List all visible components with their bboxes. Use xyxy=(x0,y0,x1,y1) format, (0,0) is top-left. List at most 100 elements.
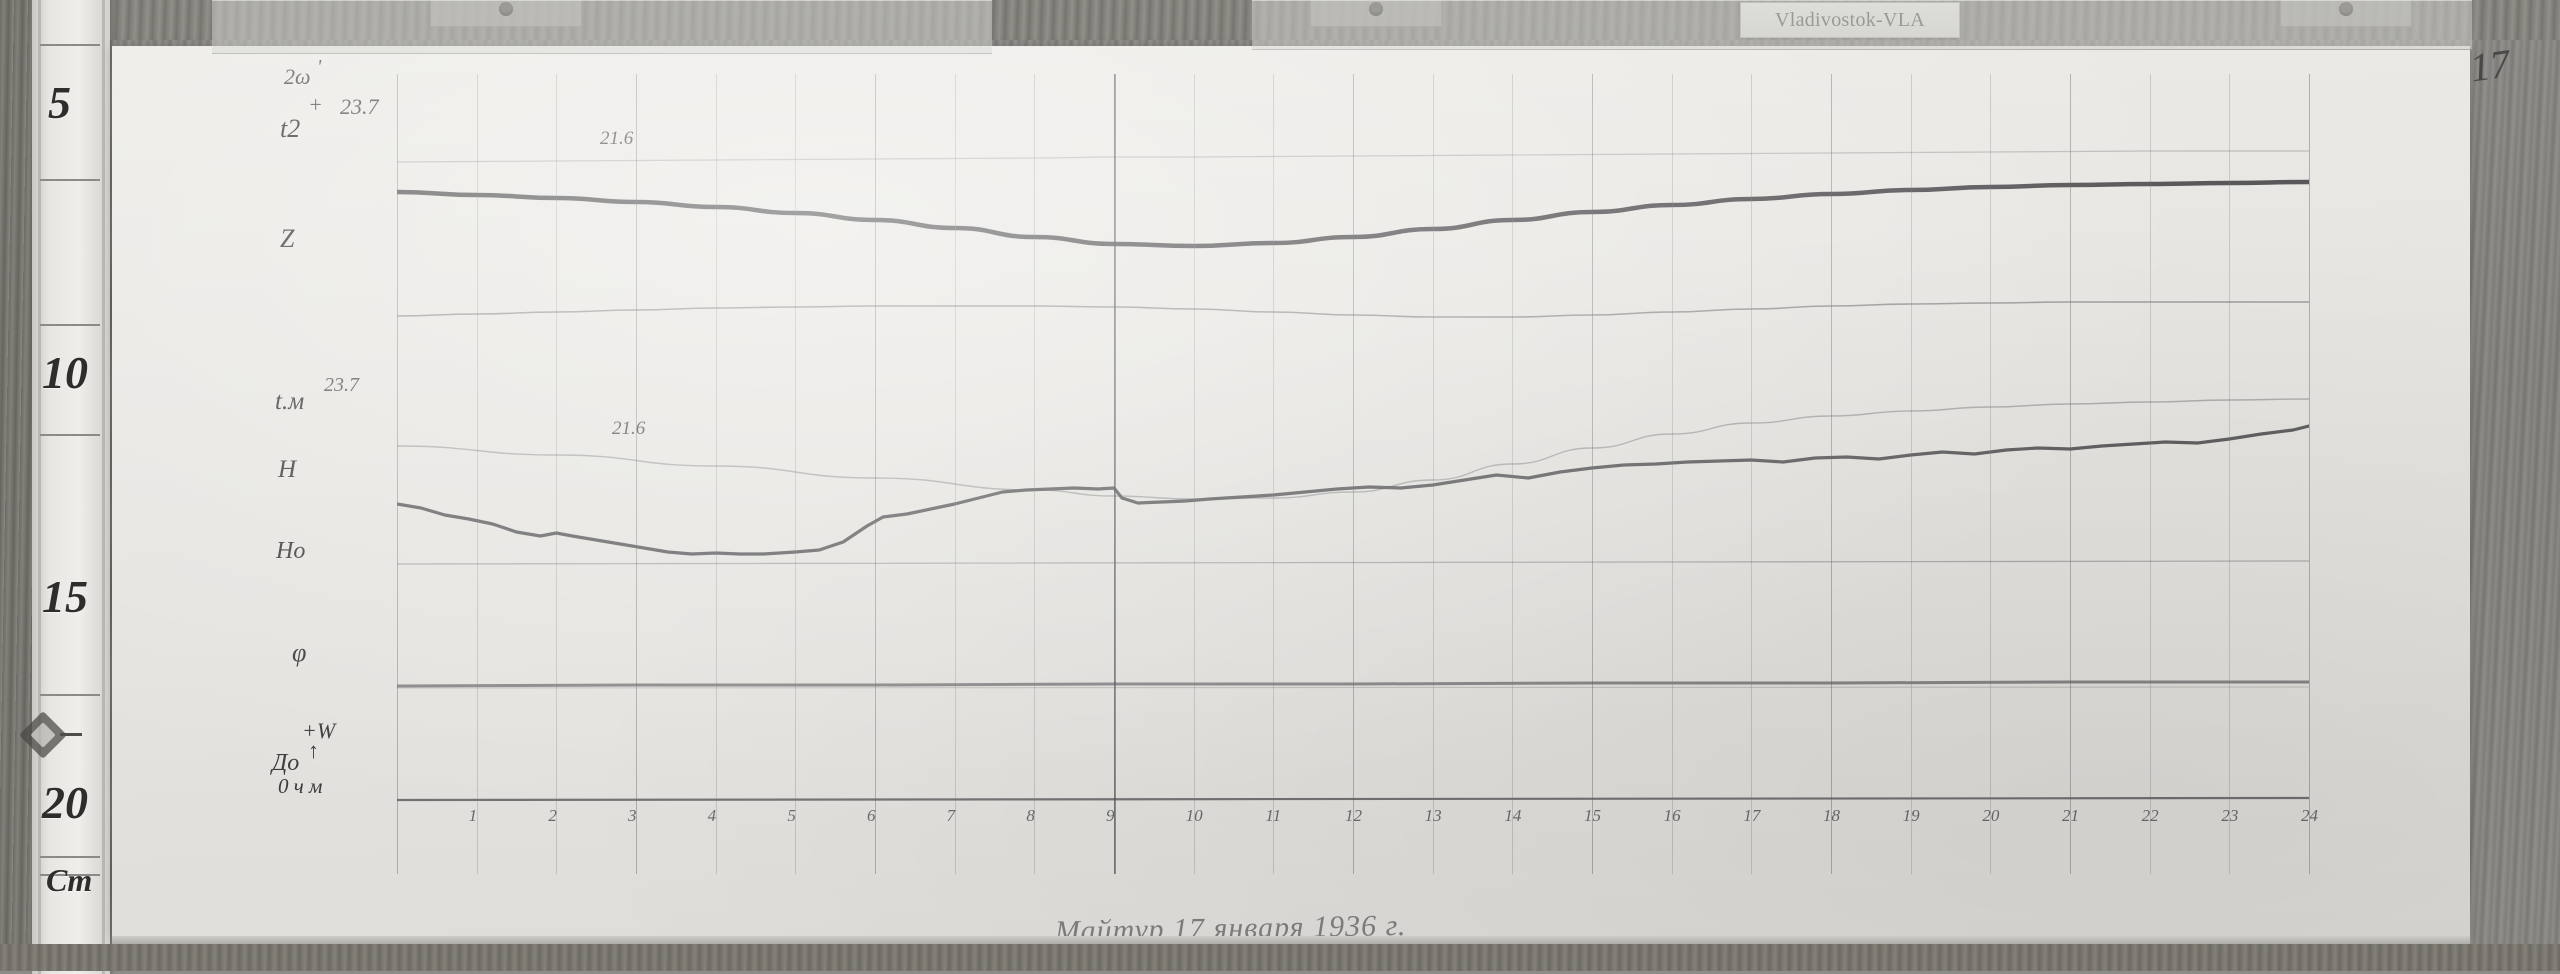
ruler-mark-5: 5 xyxy=(48,77,71,128)
trace-t2 xyxy=(397,182,2309,246)
gridline-vertical xyxy=(476,74,478,874)
x-tick-label: 2 xyxy=(548,806,557,825)
trace-label-phi: φ xyxy=(292,638,307,667)
x-tick-label: 11 xyxy=(1265,806,1282,825)
annotation-23-7-top: 23.7 xyxy=(340,94,379,119)
trace-label-t2: t2 xyxy=(280,114,301,143)
x-tick-label: 17 xyxy=(1743,806,1761,825)
x-tick-label: 5 xyxy=(787,806,796,825)
annotation-23-7-mid: 23.7 xyxy=(324,374,359,396)
chart-traces-svg xyxy=(397,74,2309,874)
ruler-mark-10: 10 xyxy=(42,347,88,398)
gridline-vertical xyxy=(636,74,637,874)
x-tick-label: 9 xyxy=(1106,806,1115,825)
trace-label-Ho: Ho xyxy=(276,538,306,564)
ruler-tick xyxy=(40,874,100,876)
x-tick-label: 7 xyxy=(946,806,956,825)
ruler-tick xyxy=(40,694,100,696)
gridline-vertical xyxy=(1990,74,1992,874)
gridline-vertical xyxy=(1512,74,1514,874)
gridline-vertical xyxy=(1910,74,1912,874)
gridline-vertical xyxy=(715,74,717,874)
gridline-vertical xyxy=(1034,74,1036,874)
adhesive-tape-strip xyxy=(1252,0,2472,50)
gridline-vertical xyxy=(1592,74,1593,874)
annotation-plus-top: + xyxy=(308,92,323,117)
x-tick-label: 19 xyxy=(1902,806,1920,825)
ruler-tick xyxy=(40,434,100,436)
chart-plot-area xyxy=(397,74,2310,874)
ruler-tick xyxy=(40,856,100,858)
gridline-vertical xyxy=(1751,74,1753,874)
gridline-vertical xyxy=(1831,74,1832,874)
trace-label-t-m: t.м xyxy=(275,388,305,415)
gridline-vertical xyxy=(954,74,956,874)
x-tick-label: 13 xyxy=(1424,806,1442,825)
ruler-mark-20: 20 xyxy=(42,777,88,828)
ruler-mark-15: 15 xyxy=(42,571,88,622)
annotation-tick-top: ' xyxy=(317,56,322,78)
gridline-vertical xyxy=(2229,74,2231,874)
gridline-vertical xyxy=(397,74,398,874)
gridline-vertical xyxy=(556,74,558,874)
gridline-vertical xyxy=(1671,74,1673,874)
x-tick-label: 12 xyxy=(1345,806,1362,825)
x-tick-label: 15 xyxy=(1584,806,1601,825)
adhesive-tape-strip xyxy=(212,0,992,54)
annotation-plus-W: +W xyxy=(302,718,336,743)
desk-surface-bottom xyxy=(0,944,2560,971)
x-tick-label: 14 xyxy=(1504,806,1522,825)
annotation-origin-time: 0 ч м xyxy=(278,774,323,798)
time-break-line xyxy=(1114,74,1116,874)
axis-up-arrow-icon: ↑ xyxy=(308,738,319,763)
trace-t.m xyxy=(397,399,2309,499)
x-tick-label: 16 xyxy=(1663,806,1681,825)
measuring-ruler: 5 10 15 20 Cm xyxy=(32,0,110,974)
x-tick-label: 20 xyxy=(1982,806,2000,825)
gridline-vertical xyxy=(2309,74,2310,874)
trace-Z xyxy=(397,302,2309,317)
x-tick-label: 10 xyxy=(1185,806,1203,825)
trace-axis-baseline xyxy=(397,798,2309,800)
gridline-vertical xyxy=(1193,74,1195,874)
x-tick-label: 24 xyxy=(2301,806,2318,825)
trace-label-Z: Z xyxy=(280,224,295,253)
trace-phi xyxy=(397,682,2309,686)
x-tick-label: 18 xyxy=(1823,806,1840,825)
sheet-bottom-edge xyxy=(112,936,2470,946)
desk-surface-left xyxy=(0,0,34,971)
gridline-vertical xyxy=(795,74,797,874)
trace-2w-upper xyxy=(397,151,2309,162)
annotation-21-6-mid: 21.6 xyxy=(612,418,646,439)
magnetogram-sheet: 2ω ' + 23.7 t2 21.6 Z t.м 23.7 21.6 H Ho… xyxy=(112,0,2472,936)
gridline-vertical xyxy=(2149,74,2151,874)
annotation-origin: До xyxy=(272,750,300,776)
ruler-edge-left xyxy=(38,0,41,974)
trace-Ho xyxy=(397,561,2309,564)
x-tick-label: 6 xyxy=(867,806,876,825)
ruler-tick xyxy=(40,179,100,181)
gridline-vertical xyxy=(875,74,876,874)
ruler-diamond-tick xyxy=(60,733,82,736)
trace-label-H: H xyxy=(278,456,297,483)
x-tick-label: 8 xyxy=(1026,806,1035,825)
x-tick-label: 22 xyxy=(2141,806,2159,825)
page-number: 17 xyxy=(2467,40,2513,91)
trace-H xyxy=(397,426,2309,554)
ruler-tick xyxy=(40,324,100,326)
x-tick-label: 21 xyxy=(2062,806,2079,825)
annotation-21-6-top: 21.6 xyxy=(600,128,634,149)
x-tick-label: 4 xyxy=(707,806,717,825)
annotation-2omega: 2ω xyxy=(284,64,311,89)
x-tick-label: 1 xyxy=(468,806,478,825)
trace-phi-baseline xyxy=(397,687,2309,688)
x-tick-label: 23 xyxy=(2221,806,2239,825)
ruler-unit-label: Cm xyxy=(46,862,93,898)
ruler-edge-right xyxy=(102,0,105,974)
gridline-vertical xyxy=(1353,74,1354,874)
gridline-vertical xyxy=(1273,74,1275,874)
gridline-vertical xyxy=(2070,74,2071,874)
x-tick-label: 3 xyxy=(628,806,637,825)
ruler-tick xyxy=(40,44,100,46)
gridline-vertical xyxy=(1432,74,1434,874)
